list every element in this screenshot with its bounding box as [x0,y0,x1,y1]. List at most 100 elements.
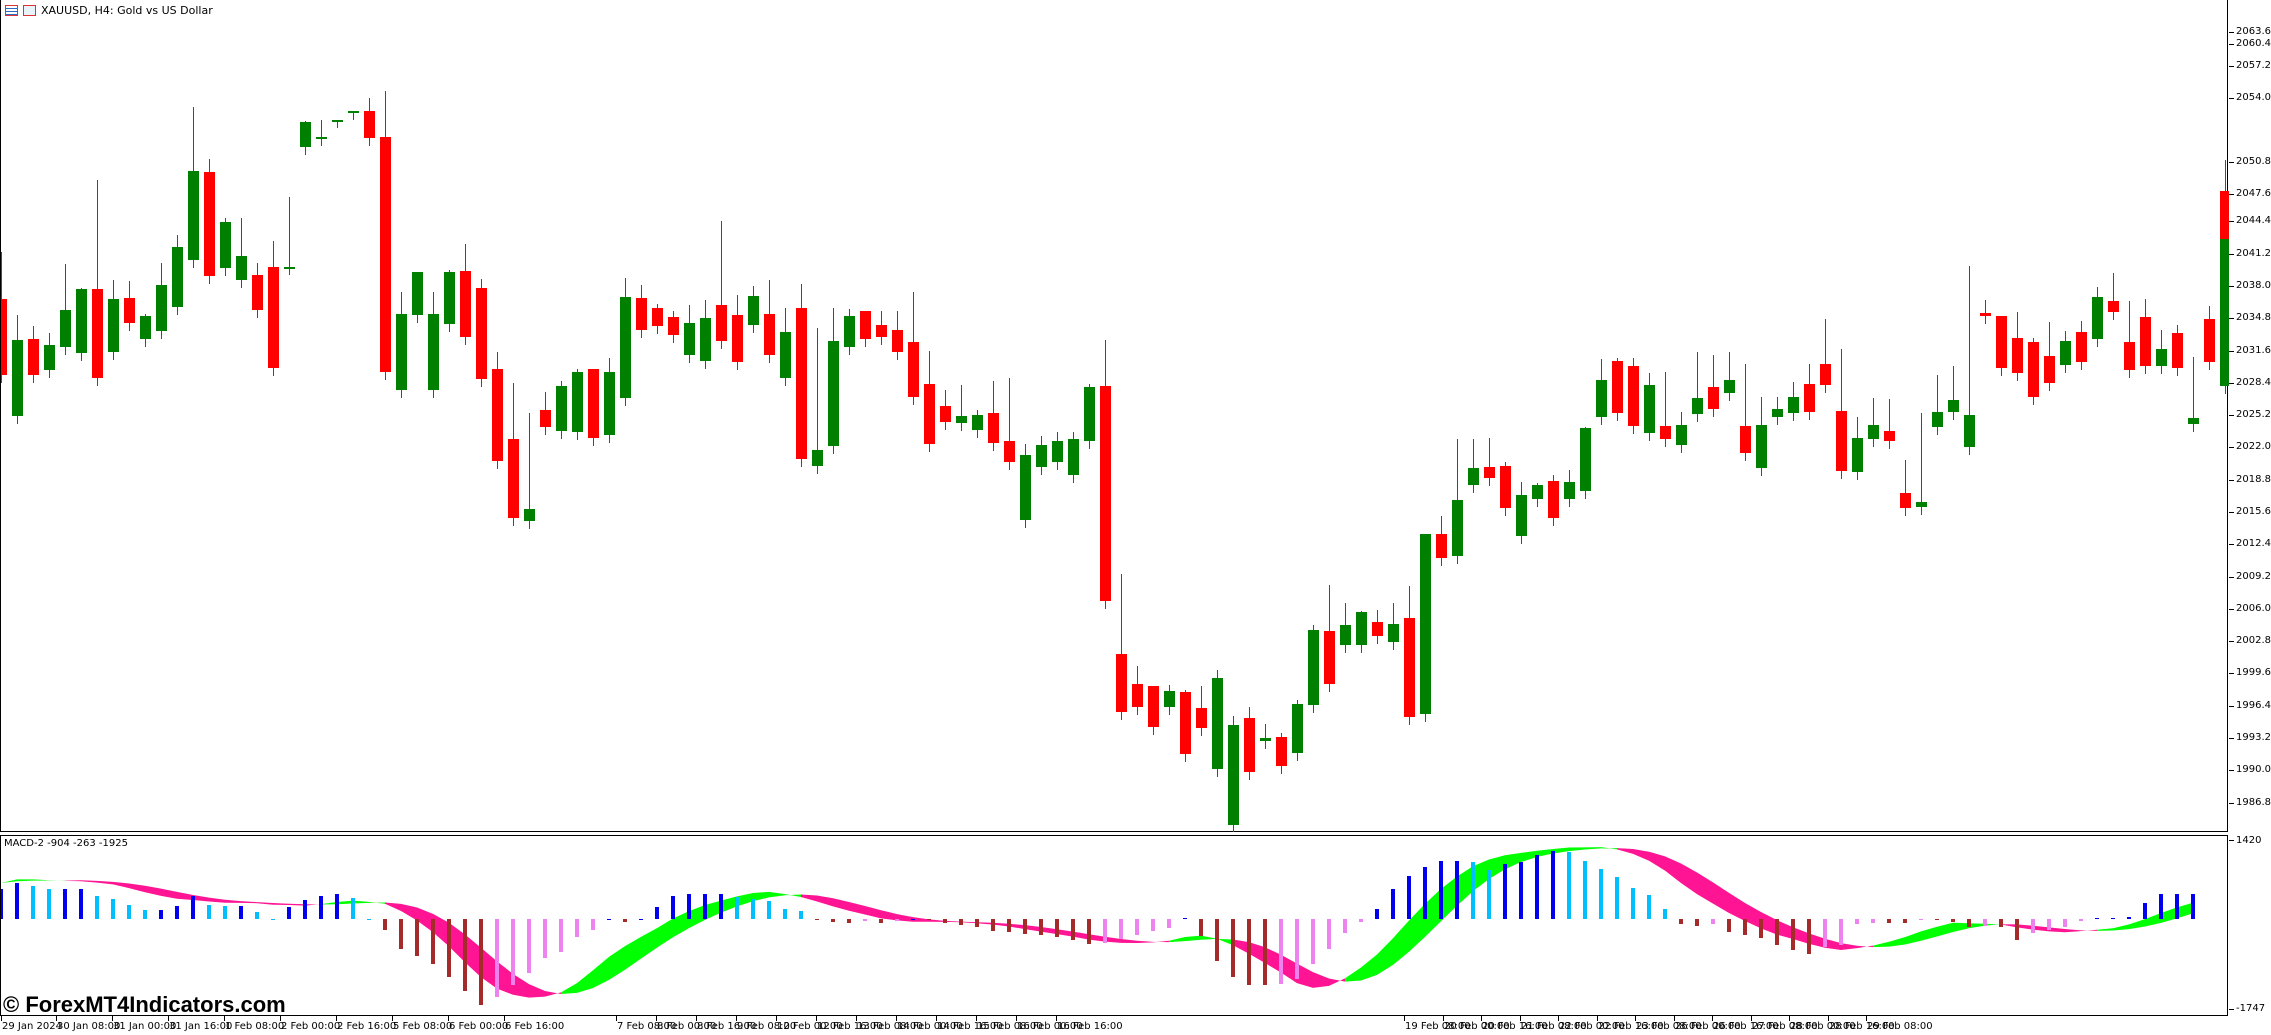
price-label: 2015.60 [2236,506,2271,517]
time-tick [1712,1016,1713,1021]
time-tick [856,1016,857,1021]
macd-histogram-bar [2015,919,2019,940]
price-tick [2229,286,2234,287]
candle [76,288,87,361]
macd-cloud-segment [801,894,817,902]
macd-histogram-bar [2079,919,2083,921]
time-tick [168,1016,169,1021]
macd-histogram-chart [1,847,2195,1005]
candle [2092,287,2103,347]
macd-histogram-bar [1103,919,1107,943]
time-label: 19 Feb 08:00 [1405,1021,1471,1032]
price-tick [2229,221,2234,222]
candle [540,392,551,435]
macd-histogram-bar [719,894,723,919]
price-label: 2006.00 [2236,603,2271,614]
macd-cloud-segment [1249,942,1265,964]
macd-cloud-segment [865,906,881,919]
macd-cloud-segment [2081,929,2097,932]
macd-cloud-segment [1649,851,1665,871]
candle [108,280,119,360]
macd-histogram-bar [79,889,83,919]
time-axis[interactable]: 29 Jan 2024 30 Jan 08:00 31 Jan 00:00 31 Ja… [0,1016,2228,1035]
macd-cloud-segment [65,880,81,882]
macd-cloud-segment [1825,938,1841,951]
candle [1196,686,1207,736]
candle [1420,534,1431,722]
candle [236,218,247,288]
macd-cloud-segment [737,892,753,907]
candle [1372,610,1383,644]
macd-cloud-segment [97,880,113,885]
main-chart-window[interactable]: XAUUSD, H4: Gold vs US Dollar [0,0,2229,832]
time-label: 6 Feb 00:00 [449,1021,509,1032]
macd-indicator-window[interactable]: MACD-2 -904 -263 -1925 © ForexMT4Indicat… [0,835,2228,1017]
candle [2076,321,2087,370]
macd-histogram-bar [1135,919,1139,935]
macd-cloud-segment [1073,931,1089,940]
candle [1580,427,1591,499]
candle [2012,312,2023,381]
candle [668,311,679,343]
price-axis[interactable]: 2063.602060.40 2057.20 2054.00 2050.80 2047.… [2229,0,2271,1035]
macd-cloud-segment [129,883,145,893]
time-label: 7 Feb 08:00 [617,1021,677,1032]
price-label: 2050.80 [2236,156,2271,167]
price-label: 1986.80 [2236,797,2271,808]
macd-histogram-bar [2063,919,2067,927]
macd-cloud-segment [273,903,289,905]
macd-histogram-bar [1119,919,1123,939]
macd-histogram-bar [895,919,899,921]
candle [2172,325,2183,376]
time-tick [504,1016,505,1021]
candle [2060,331,2071,373]
candle [636,285,647,338]
candle [1084,384,1095,449]
macd-cloud-segment [1121,938,1137,943]
macd-histogram-bar [1359,919,1363,922]
candle [620,278,631,406]
macd-histogram-bar [1807,919,1811,954]
time-tick [448,1016,449,1021]
candle [28,326,39,383]
indicator-max-label: 1420 [2236,835,2262,846]
candle [156,263,167,339]
price-tick [2229,44,2234,45]
time-label: 30 Jan 08:00 [57,1021,121,1032]
macd-histogram-bar [1039,919,1043,935]
macd-histogram-bar [911,919,915,920]
time-label: 16 Feb 00:00 [1017,1021,1083,1032]
macd-histogram-bar [927,919,931,920]
price-label: 1996.40 [2236,700,2271,711]
macd-histogram-bar [1871,919,1875,923]
macd-cloud-segment [225,899,241,903]
macd-cloud-segment [817,895,833,907]
time-label: 27 Feb 08:00 [1752,1021,1818,1032]
macd-cloud-segment [1761,912,1777,935]
price-label: 2063.60 [2236,26,2271,37]
price-label: 2041.20 [2236,248,2271,259]
macd-histogram-bar [1055,919,1059,937]
macd-cloud-segment [513,973,529,998]
time-tick [1866,1016,1867,1021]
macd-histogram-bar [1535,855,1539,919]
candle [284,197,295,275]
candle [1004,378,1015,470]
macd-histogram-bar [1839,919,1843,945]
candle [1724,352,1735,401]
time-label: 8 Feb 00:00 [657,1021,717,1032]
macd-histogram-bar [751,899,755,919]
candle [1532,483,1543,507]
time-label: 2 Feb 16:00 [337,1021,397,1032]
candle [1836,349,1847,479]
macd-histogram-bar [639,919,643,920]
candle [1900,460,1911,516]
candle [412,272,423,323]
macd-histogram-bar [2159,894,2163,919]
candle [1388,603,1399,650]
time-tick [1828,1016,1829,1021]
candle [588,369,599,446]
candle [1756,397,1767,476]
macd-histogram-bar [191,896,195,919]
candle [908,292,919,405]
